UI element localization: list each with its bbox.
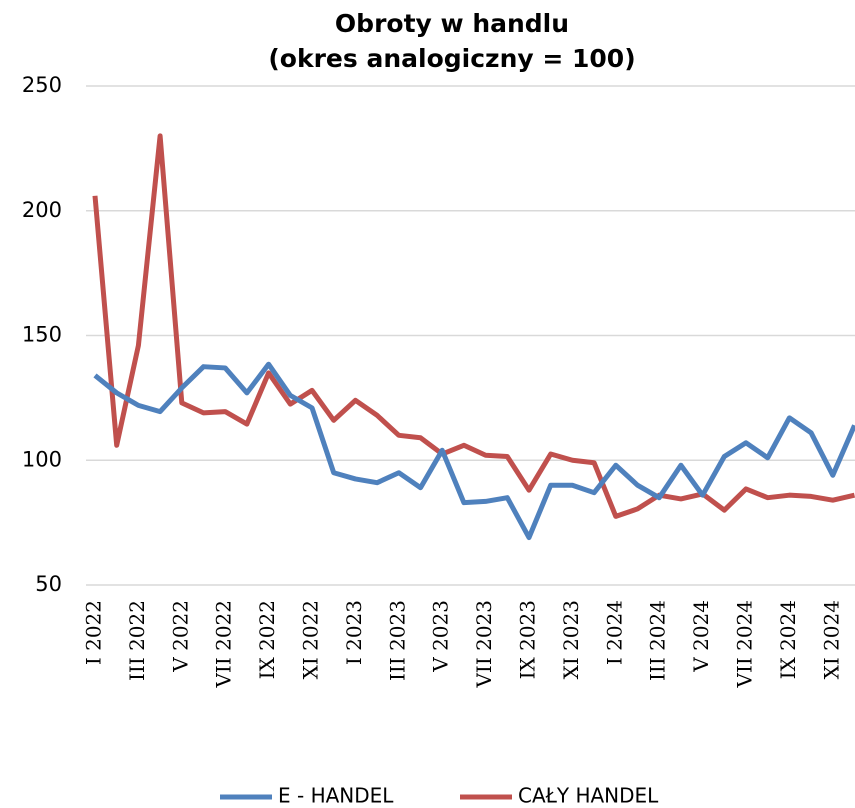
x-tick-label: V 2022	[168, 600, 192, 673]
chart-subtitle: (okres analogiczny = 100)	[268, 44, 635, 73]
x-tick-label: V 2024	[689, 600, 713, 673]
x-tick-label: IX 2024	[776, 600, 800, 679]
x-tick-label: VII 2024	[733, 600, 757, 689]
x-tick-label: XI 2022	[299, 600, 323, 679]
x-tick-label: I 2022	[82, 600, 106, 665]
x-tick-label: IX 2023	[516, 600, 540, 679]
x-tick-label: VII 2023	[472, 600, 496, 689]
y-tick-label: 50	[35, 572, 62, 596]
x-tick-label: V 2023	[429, 600, 453, 673]
x-tick-label: IX 2022	[255, 600, 279, 679]
x-tick-label: XI 2023	[559, 600, 583, 679]
y-tick-label: 250	[22, 73, 62, 97]
series-line	[92, 133, 855, 519]
legend-label: CAŁY HANDEL	[518, 784, 659, 808]
legend-label: E - HANDEL	[278, 784, 394, 808]
x-tick-label: I 2023	[342, 600, 366, 665]
x-tick-label: III 2024	[646, 600, 670, 681]
y-tick-label: 150	[22, 323, 62, 347]
x-tick-label: VII 2022	[212, 600, 236, 689]
x-tick-label: III 2023	[385, 600, 409, 681]
y-tick-label: 100	[22, 447, 62, 471]
y-tick-label: 200	[22, 198, 62, 222]
chart-title: Obroty w handlu	[335, 9, 569, 38]
x-tick-label: III 2022	[125, 600, 149, 681]
series-line	[93, 361, 855, 541]
x-tick-label: XI 2024	[819, 600, 843, 679]
x-tick-label: I 2024	[602, 600, 626, 665]
